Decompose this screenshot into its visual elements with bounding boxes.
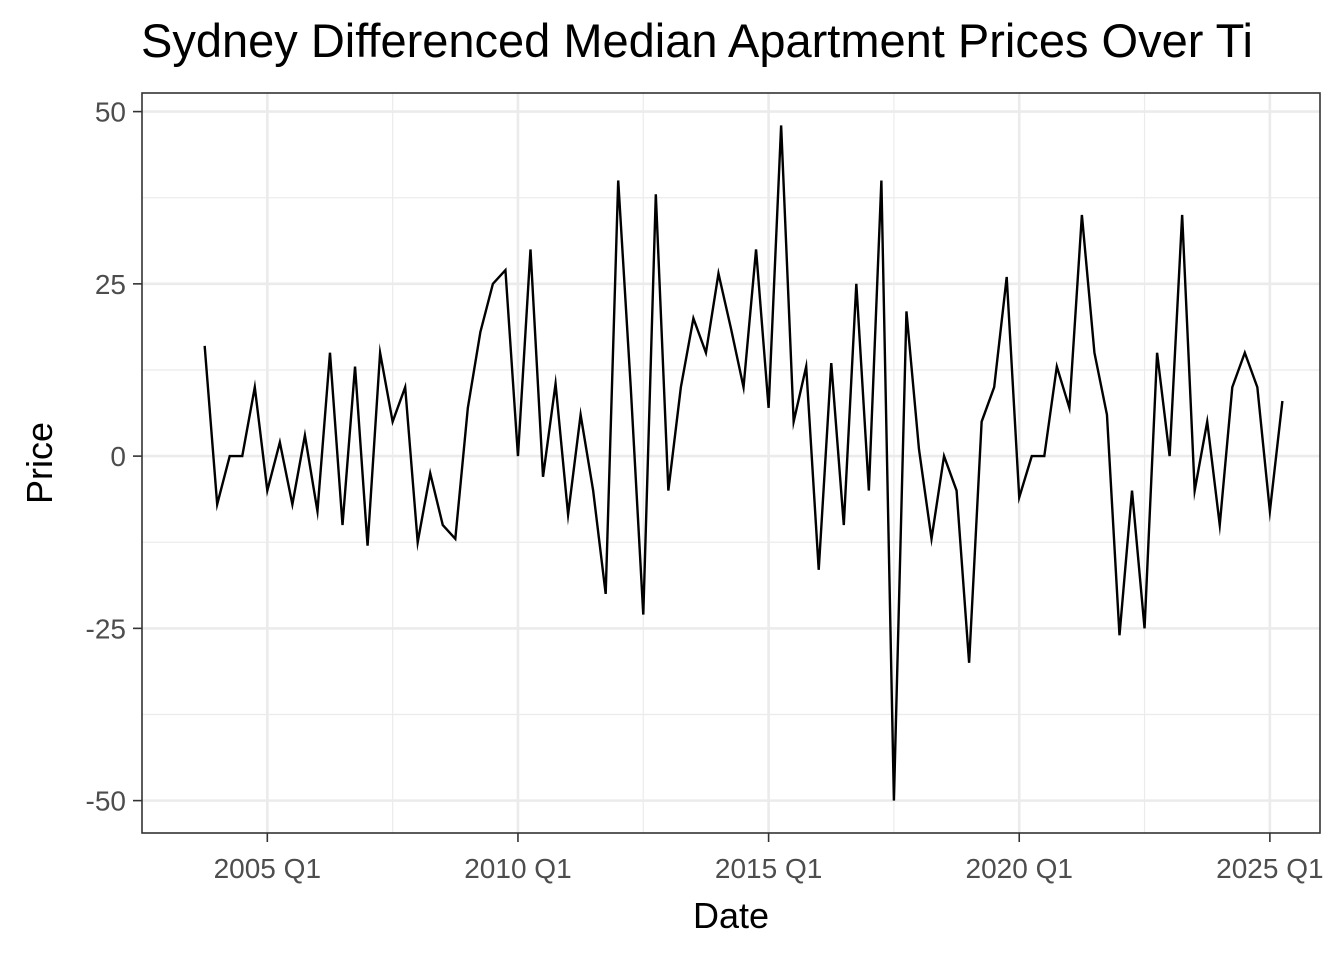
y-tick-label: -25	[86, 613, 126, 644]
x-tick-label: 2005 Q1	[214, 853, 321, 884]
major-gridlines	[142, 93, 1320, 833]
x-axis-title: Date	[693, 895, 769, 936]
minor-gridlines	[142, 93, 1320, 833]
chart-title: Sydney Differenced Median Apartment Pric…	[141, 14, 1253, 67]
y-tick-label: 50	[95, 97, 126, 128]
series-layer	[203, 125, 1284, 801]
x-tick-label: 2025 Q1	[1216, 853, 1323, 884]
x-tick-label: 2015 Q1	[715, 853, 822, 884]
y-axis-title: Price	[19, 422, 60, 504]
y-tick-label: -50	[86, 786, 126, 817]
x-axis: 2005 Q1 2010 Q1 2015 Q1 2020 Q1 2025 Q1	[214, 833, 1324, 884]
series-line	[203, 125, 1284, 801]
y-tick-label: 0	[110, 441, 126, 472]
x-tick-label: 2010 Q1	[464, 853, 571, 884]
panel-border	[141, 92, 1321, 834]
y-axis: -50 -25 0 25 50	[86, 97, 142, 817]
x-tick-label: 2020 Q1	[966, 853, 1073, 884]
y-tick-label: 25	[95, 269, 126, 300]
